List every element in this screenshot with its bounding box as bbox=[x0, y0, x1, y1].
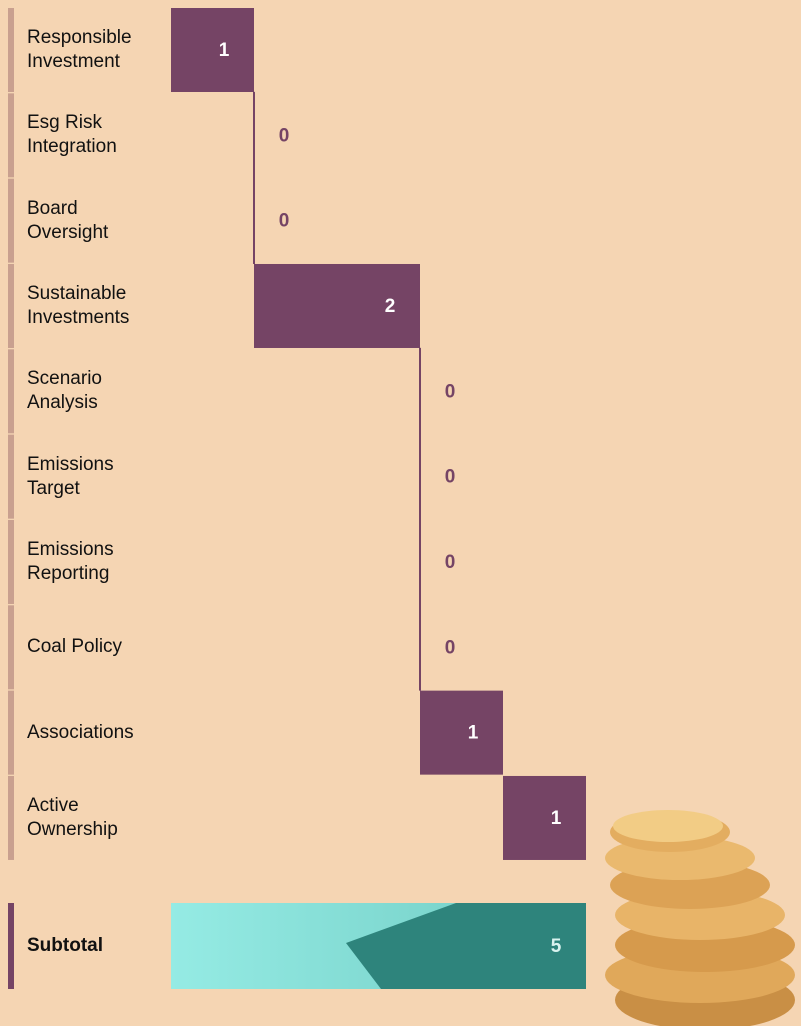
row-accent bbox=[8, 178, 14, 263]
bar bbox=[503, 775, 586, 860]
category-label: Active Ownership bbox=[27, 794, 118, 840]
row-accent bbox=[8, 605, 14, 690]
value-label: 0 bbox=[445, 467, 456, 488]
subtotal-accent bbox=[8, 903, 14, 989]
row-accent bbox=[8, 349, 14, 434]
value-label: 1 bbox=[551, 808, 562, 829]
value-label: 0 bbox=[279, 211, 290, 232]
bar bbox=[171, 8, 254, 92]
value-label: 0 bbox=[445, 381, 456, 402]
row-accent bbox=[8, 690, 14, 775]
row-accent bbox=[8, 8, 14, 92]
row-accent bbox=[8, 519, 14, 604]
category-label: Sustainable Investments bbox=[27, 282, 130, 328]
subtotal-value-label: 5 bbox=[551, 936, 562, 957]
category-label: Coal Policy bbox=[27, 636, 123, 658]
category-label: Associations bbox=[27, 721, 134, 743]
subtotal-shade bbox=[346, 903, 586, 989]
subtotal-label: Subtotal bbox=[27, 935, 103, 956]
coins-decoration bbox=[605, 810, 795, 1026]
value-label: 1 bbox=[468, 723, 479, 744]
subtotal-bar bbox=[171, 903, 586, 989]
category-label: Responsible Investment bbox=[27, 27, 132, 72]
row-accent bbox=[8, 93, 14, 178]
row-accent bbox=[8, 775, 14, 860]
row-accent bbox=[8, 434, 14, 519]
bar bbox=[254, 263, 420, 348]
value-label: 0 bbox=[445, 552, 456, 573]
category-label: Emissions Reporting bbox=[27, 538, 114, 584]
value-label: 1 bbox=[219, 40, 230, 61]
category-label: Emissions Target bbox=[27, 453, 114, 499]
value-label: 0 bbox=[279, 125, 290, 146]
category-label: Scenario Analysis bbox=[27, 368, 102, 414]
category-label: Esg Risk Integration bbox=[27, 112, 117, 158]
row-accent bbox=[8, 263, 14, 348]
value-label: 0 bbox=[445, 637, 456, 658]
bar bbox=[420, 690, 503, 775]
category-label: Board Oversight bbox=[27, 197, 109, 243]
value-label: 2 bbox=[385, 296, 396, 317]
